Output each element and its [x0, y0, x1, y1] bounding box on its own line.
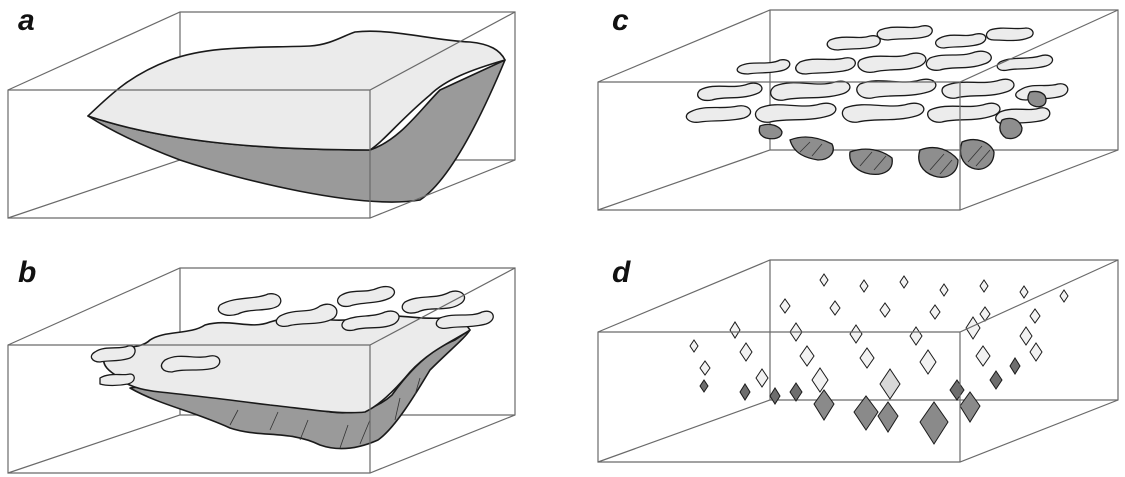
panel-c-patches: [685, 25, 1069, 125]
panel-b-block: [7, 267, 516, 474]
panel-d-crystals: [689, 273, 1069, 445]
panel-a-block: [7, 11, 516, 219]
panel-d-block: [597, 259, 1119, 463]
panel-c-pockets: [758, 90, 1047, 178]
panel-label-c: c: [612, 4, 629, 37]
panel-b-hatching: [229, 377, 421, 449]
panel-c-block: [597, 9, 1119, 211]
panel-label-b: b: [18, 256, 37, 289]
panel-label-d: d: [612, 256, 631, 289]
panel-a-sheet-top: [87, 30, 506, 151]
panel-label-a: a: [18, 4, 35, 37]
